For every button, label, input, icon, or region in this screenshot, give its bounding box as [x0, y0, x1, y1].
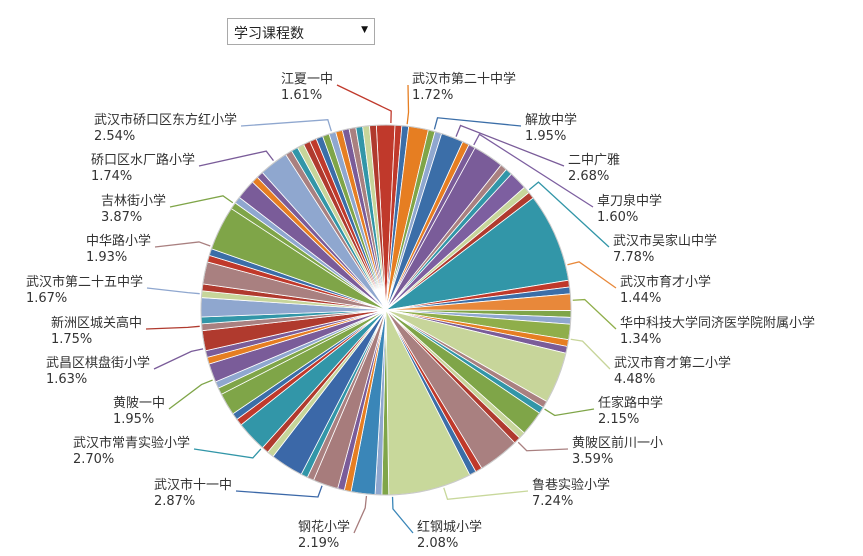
slice-label-name: 卓刀泉中学 [597, 193, 662, 209]
metric-select[interactable]: 学习课程数 ▼ [227, 18, 375, 45]
slice-label-name: 武汉市育才第二小学 [614, 355, 731, 371]
leader-line-硚口区水厂路小学 [198, 150, 274, 167]
slice-label-value: 2.70% [73, 452, 114, 467]
slice-label-value: 2.19% [298, 536, 339, 551]
leader-line-黄陂区前川一小 [517, 441, 569, 452]
slice-labels: 江夏一中1.61%武汉市第二十中学1.72%解放中学1.95%二中广雅2.68%… [26, 71, 815, 551]
slice-label-name: 硚口区水厂路小学 [91, 152, 195, 168]
leader-line-二中广雅 [455, 124, 565, 167]
slice-label-value: 3.87% [101, 210, 142, 225]
leader-line-黄陂一中 [168, 379, 213, 410]
slice-label-value: 1.44% [620, 291, 661, 306]
slice-label-value: 1.93% [86, 250, 127, 265]
leader-line-中华路小学 [154, 241, 211, 248]
slice-label-name: 武汉市育才小学 [620, 274, 711, 290]
leader-line-新洲区城关高中 [145, 325, 200, 330]
leader-line-鲁巷实验小学 [443, 487, 529, 500]
chevron-down-icon: ▼ [361, 25, 368, 35]
slice-label-name: 武汉市十一中 [154, 477, 232, 493]
leader-line-武汉市育才小学 [567, 261, 617, 289]
slice-label-name: 二中广雅 [568, 153, 620, 168]
slice-label-value: 1.67% [26, 291, 67, 306]
slice-label-name: 红钢城小学 [417, 519, 482, 535]
slice-label-name: 华中科技大学同济医学院附属小学 [620, 315, 815, 331]
leader-line-钢花小学 [353, 495, 368, 534]
slice-label-name: 武汉市硚口区东方红小学 [94, 112, 237, 128]
metric-select-value: 学习课程数 [234, 26, 304, 42]
slice-label-value: 1.95% [113, 412, 154, 427]
slice-label-name: 武汉市第二十五中学 [26, 274, 143, 290]
slice-label-value: 1.61% [281, 88, 322, 103]
slice-label-value: 2.15% [598, 412, 639, 427]
slice-label-name: 鲁巷实验小学 [532, 477, 610, 493]
leader-line-任家路中学 [544, 408, 595, 417]
slice-label-name: 钢花小学 [298, 519, 350, 535]
leader-line-武汉市吴家山中学 [528, 181, 610, 248]
slice-label-value: 7.78% [613, 250, 654, 265]
slice-label-name: 武昌区棋盘街小学 [46, 355, 150, 371]
slice-label-name: 新洲区城关高中 [51, 315, 142, 331]
slice-label-value: 1.34% [620, 332, 661, 347]
pie-slices [200, 124, 572, 496]
slice-label-name: 黄陂一中 [113, 395, 165, 411]
leader-line-红钢城小学 [391, 496, 414, 534]
slice-label-value: 1.75% [51, 332, 92, 347]
slice-label-name: 武汉市第二十中学 [412, 71, 516, 87]
slice-label-value: 2.54% [94, 129, 135, 144]
leader-line-武汉市育才第二小学 [570, 338, 611, 370]
slice-label-value: 1.72% [412, 88, 453, 103]
slice-label-value: 1.74% [91, 169, 132, 184]
leader-line-武汉市第二十五中学 [146, 287, 200, 295]
slice-label-value: 2.68% [568, 169, 609, 184]
leader-line-华中科技大学同济医学院附属小学 [572, 298, 617, 330]
slice-label-name: 吉林街小学 [101, 193, 166, 209]
leader-line-武昌区棋盘街小学 [153, 348, 204, 370]
leader-line-武汉市硚口区东方红小学 [240, 119, 332, 132]
leader-line-卓刀泉中学 [473, 133, 594, 208]
slice-label-value: 7.24% [532, 494, 573, 509]
slice-label-name: 武汉市吴家山中学 [613, 233, 717, 249]
slice-label-value: 2.08% [417, 536, 458, 551]
slice-label-value: 4.48% [614, 372, 655, 387]
leader-lines [145, 84, 617, 534]
slice-label-name: 任家路中学 [598, 395, 663, 411]
slice-label-value: 1.60% [597, 210, 638, 225]
slice-label-name: 黄陂区前川一小 [572, 435, 663, 451]
pie-outline [200, 124, 572, 496]
slice-label-value: 1.63% [46, 372, 87, 387]
leader-line-武汉市第二十中学 [406, 84, 410, 125]
leader-line-解放中学 [433, 117, 522, 130]
leader-line-吉林街小学 [169, 195, 234, 208]
slice-label-value: 3.59% [572, 452, 613, 467]
leader-line-武汉市常青实验小学 [193, 448, 262, 459]
slice-label-value: 1.95% [525, 129, 566, 144]
slice-label-name: 解放中学 [525, 112, 577, 128]
slice-label-name: 中华路小学 [86, 233, 151, 249]
leader-line-武汉市十一中 [235, 485, 323, 498]
slice-label-name: 江夏一中 [281, 72, 333, 87]
slice-label-name: 武汉市常青实验小学 [73, 435, 190, 451]
leader-line-江夏一中 [336, 84, 392, 124]
slice-label-value: 2.87% [154, 494, 195, 509]
